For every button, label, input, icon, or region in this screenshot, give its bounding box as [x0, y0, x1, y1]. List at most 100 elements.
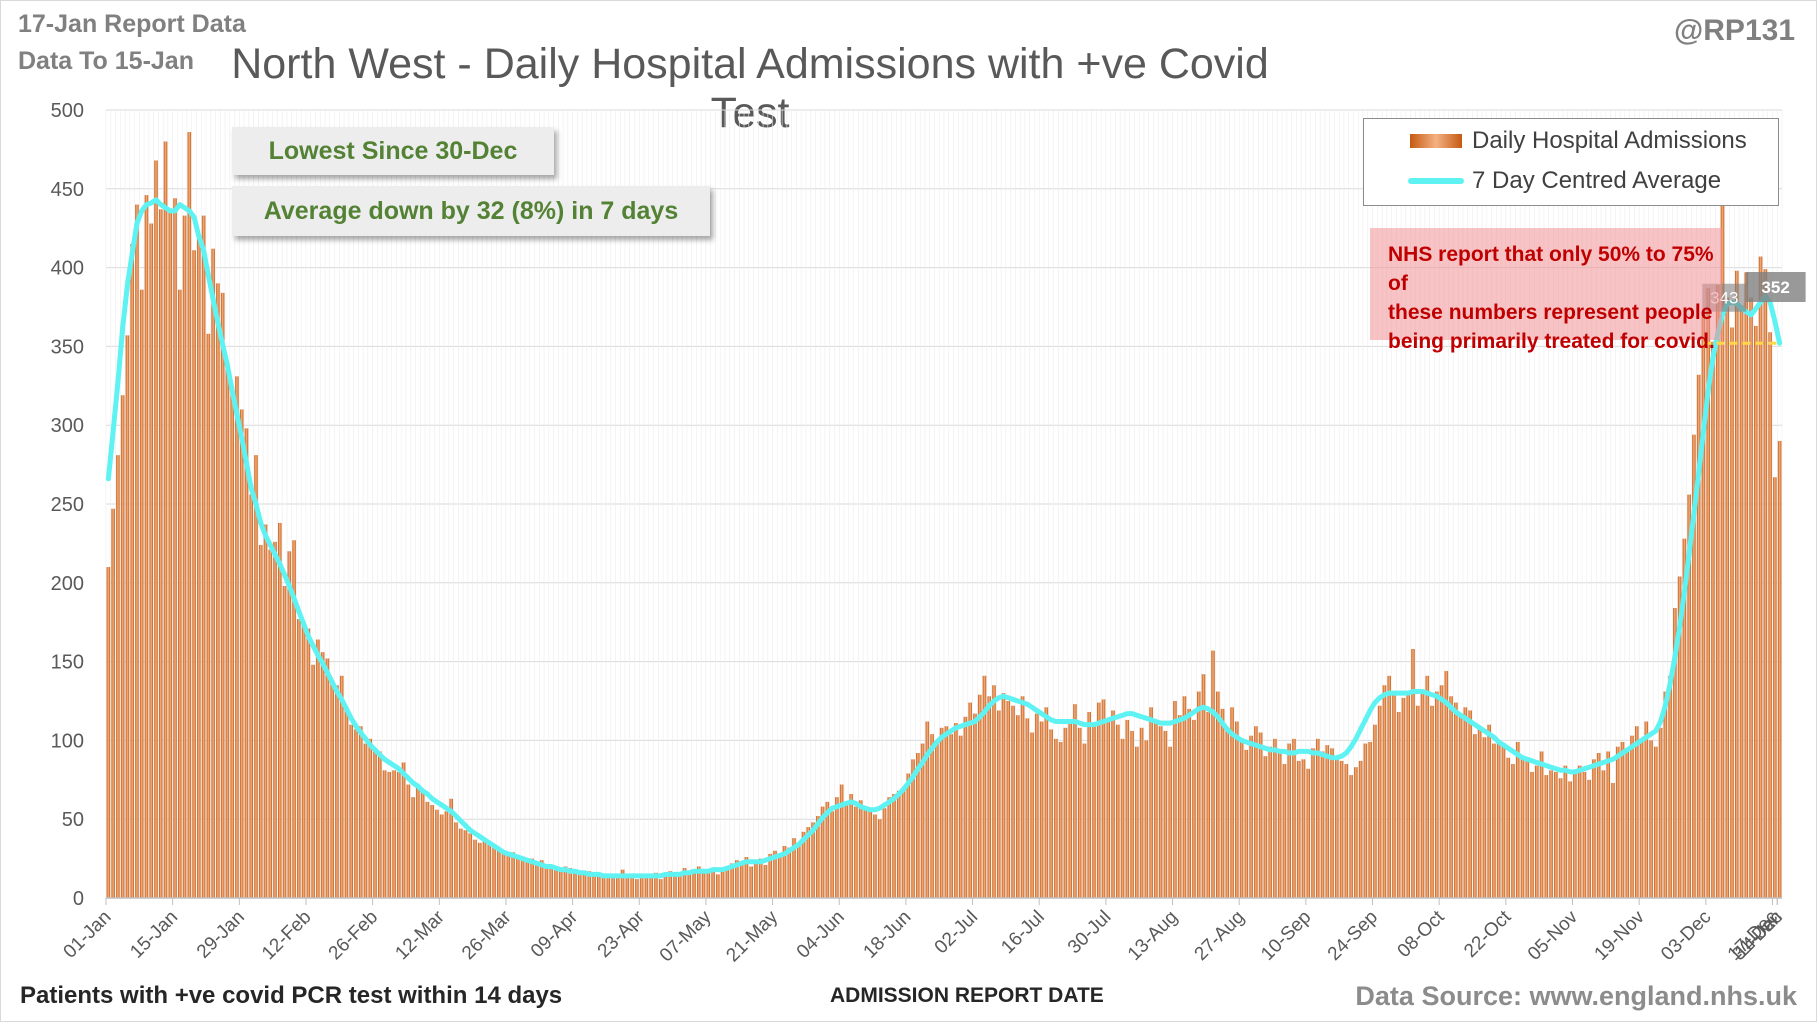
admissions-bar [1530, 771, 1534, 898]
admissions-bar [158, 209, 163, 899]
admissions-bar [963, 716, 968, 898]
admissions-bar [368, 738, 373, 898]
admissions-bar [825, 801, 830, 898]
x-tick-label: 21-May [722, 906, 782, 966]
admissions-bar [1682, 538, 1687, 898]
y-tick-label: 100 [51, 730, 84, 752]
admissions-bar [1663, 691, 1668, 898]
admissions-bar [182, 215, 187, 899]
admissions-bar [425, 801, 430, 898]
admissions-bar [492, 847, 496, 898]
admissions-bar [744, 857, 749, 898]
admissions-bar [801, 831, 806, 898]
admissions-bar [563, 866, 568, 898]
admissions-bar [1734, 270, 1739, 898]
admissions-bar [1701, 313, 1706, 899]
admissions-bar [1068, 723, 1072, 898]
admissions-bar [1187, 708, 1191, 898]
admissions-bar [473, 839, 477, 898]
admissions-bar [1130, 730, 1134, 898]
admissions-bar [239, 409, 244, 898]
admissions-bar [787, 847, 792, 898]
admissions-bar [130, 243, 134, 898]
x-tick-label: 07-May [656, 906, 716, 966]
admissions-bar [1749, 297, 1753, 898]
admissions-bar [125, 335, 130, 898]
admissions-bar [1139, 727, 1144, 898]
admissions-bar [230, 388, 234, 898]
admissions-bar [1439, 685, 1444, 898]
admissions-bar [644, 874, 649, 898]
admissions-bar [397, 771, 401, 898]
admissions-bar [1458, 713, 1463, 898]
admissions-bar [558, 869, 563, 898]
admissions-bar [1473, 734, 1477, 898]
admissions-bar [173, 198, 177, 899]
admissions-bar [877, 819, 882, 898]
admissions-bar [649, 877, 653, 898]
admissions-bar [1435, 691, 1439, 898]
x-tick-label: 13-Aug [1124, 907, 1182, 965]
admissions-bar [1201, 674, 1206, 898]
admissions-bar [1777, 440, 1782, 898]
admissions-bar [297, 619, 301, 898]
admissions-bar [806, 827, 811, 898]
admissions-bar [1149, 707, 1153, 898]
admissions-bar [1658, 727, 1663, 898]
y-tick-label: 150 [51, 652, 84, 674]
admissions-bar [435, 809, 439, 898]
admissions-bar [1758, 256, 1763, 898]
nhs-note-line2: these numbers represent people [1388, 301, 1713, 324]
admissions-bar [611, 877, 615, 898]
admissions-bar [977, 694, 982, 898]
admissions-bar [706, 872, 711, 898]
admissions-bar [1206, 712, 1211, 898]
admissions-bar [1606, 751, 1610, 898]
admissions-bar [1515, 741, 1520, 898]
x-tick-label: 12-Feb [258, 907, 315, 964]
admissions-bar [1363, 743, 1368, 898]
admissions-bar [868, 809, 872, 898]
admissions-bar [925, 721, 930, 898]
admissions-bar [311, 664, 315, 898]
admissions-bar [463, 830, 468, 898]
admissions-bar [1030, 732, 1034, 898]
admissions-bar [106, 567, 111, 898]
legend-label-daily: Daily Hospital Admissions [1472, 127, 1747, 154]
admissions-bar [1044, 707, 1049, 898]
x-tick-label: 23-Apr [594, 906, 650, 962]
admissions-bar [1639, 741, 1644, 898]
admissions-bar [1773, 477, 1777, 898]
admissions-bar [1116, 724, 1120, 898]
admissions-bar [944, 726, 949, 898]
admissions-bar [701, 869, 706, 898]
admissions-bar [1315, 738, 1320, 898]
admissions-bar [1049, 729, 1053, 898]
admissions-bar [887, 797, 892, 898]
admissions-bar [1277, 751, 1282, 898]
admissions-bar [430, 805, 434, 898]
admissions-bar [339, 675, 344, 898]
nhs-note-line3: being primarily treated for covid. [1388, 330, 1715, 353]
y-tick-label: 500 [51, 100, 84, 122]
x-tick-label: 09-Apr [527, 906, 583, 962]
admissions-bar [1668, 675, 1672, 898]
admissions-bar [739, 864, 744, 898]
admissions-bar [154, 160, 158, 898]
admissions-bar [1487, 724, 1491, 898]
admissions-bar [292, 540, 296, 898]
x-tick-label: 18-Jun [860, 907, 916, 963]
admissions-bar [782, 845, 787, 898]
admissions-bar [573, 872, 577, 898]
average-change-callout: Average down by 32 (8%) in 7 days [232, 186, 710, 236]
admissions-bar [330, 683, 334, 898]
admissions-bar [1415, 705, 1420, 898]
x-tick-label: 15-Jan [126, 907, 182, 963]
admissions-bar [216, 283, 220, 898]
admissions-bar [1382, 685, 1387, 898]
legend-label-average: 7 Day Centred Average [1472, 167, 1722, 194]
admissions-bar [1230, 707, 1234, 898]
admissions-bar [439, 814, 444, 898]
admissions-bar [530, 858, 534, 898]
